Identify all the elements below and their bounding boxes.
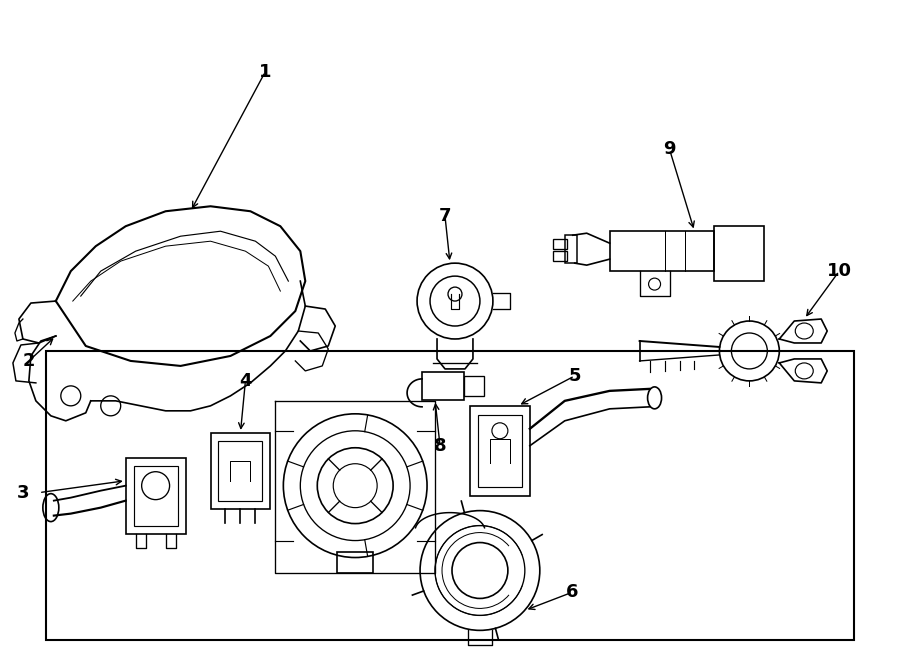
Bar [553,239,567,249]
Text: 1: 1 [259,63,272,81]
Bar [553,251,567,261]
Text: 9: 9 [663,140,676,159]
Bar [478,415,522,486]
Bar [46,351,854,641]
Bar [464,376,484,396]
Bar [422,372,464,400]
Bar [211,433,270,508]
Bar [565,235,577,263]
Bar [470,406,530,496]
Bar [219,441,263,500]
Text: 4: 4 [239,372,252,390]
Text: 7: 7 [439,208,451,225]
Bar [134,466,177,525]
Bar [609,231,715,271]
Text: 5: 5 [569,367,581,385]
Bar [338,551,374,574]
Text: 6: 6 [565,584,578,602]
Bar [715,226,764,281]
Text: 3: 3 [16,484,29,502]
Bar [126,457,185,533]
Text: 2: 2 [22,352,35,370]
Text: 8: 8 [434,437,446,455]
Text: 10: 10 [827,262,851,280]
